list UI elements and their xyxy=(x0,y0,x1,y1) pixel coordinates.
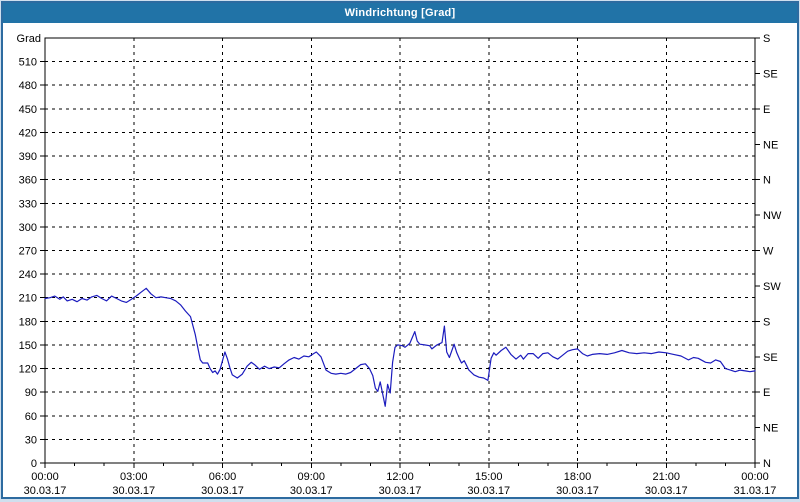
x-time-label: 06:00 xyxy=(209,471,237,483)
window-title: Windrichtung [Grad] xyxy=(344,7,456,19)
y-right-tick-label: W xyxy=(763,246,774,258)
y-right-tick-label: NE xyxy=(763,423,778,435)
y-left-axis-title: Grad xyxy=(17,33,41,45)
x-time-label: 09:00 xyxy=(297,471,325,483)
y-left-tick-label: 240 xyxy=(19,269,37,281)
y-right-tick-label: E xyxy=(763,104,770,116)
x-date-label: 30.03.17 xyxy=(24,485,67,497)
y-right-tick-label: N xyxy=(763,175,771,187)
x-date-label: 30.03.17 xyxy=(201,485,244,497)
y-right-tick-label: S xyxy=(763,316,770,328)
y-left-tick-label: 180 xyxy=(19,316,37,328)
y-right-tick-label: E xyxy=(763,387,770,399)
x-time-label: 18:00 xyxy=(564,471,592,483)
y-left-tick-label: 300 xyxy=(19,222,37,234)
y-left-tick-label: 210 xyxy=(19,293,37,305)
y-left-tick-label: 510 xyxy=(19,57,37,69)
wind-direction-series xyxy=(44,287,756,407)
y-left-tick-label: 450 xyxy=(19,104,37,116)
x-date-label: 30.03.17 xyxy=(112,485,155,497)
y-left-tick-label: 60 xyxy=(25,411,37,423)
y-left-tick-label: 150 xyxy=(19,340,37,352)
y-left-tick-label: 120 xyxy=(19,364,37,376)
y-left-tick-label: 480 xyxy=(19,80,37,92)
y-left-tick-label: 360 xyxy=(19,175,37,187)
y-left-tick-label: 30 xyxy=(25,434,37,446)
y-left-tick-label: 0 xyxy=(31,458,37,470)
x-time-label: 15:00 xyxy=(475,471,503,483)
y-right-tick-label: NE xyxy=(763,139,778,151)
x-date-label: 30.03.17 xyxy=(556,485,599,497)
y-right-tick-label: SE xyxy=(763,68,778,80)
x-time-label: 00:00 xyxy=(741,471,769,483)
y-left-tick-label: 270 xyxy=(19,246,37,258)
y-left-tick-label: 390 xyxy=(19,151,37,163)
x-time-label: 21:00 xyxy=(652,471,680,483)
y-right-tick-label: NW xyxy=(763,210,782,222)
x-date-label: 30.03.17 xyxy=(467,485,510,497)
x-date-label: 30.03.17 xyxy=(379,485,422,497)
x-time-label: 00:00 xyxy=(31,471,59,483)
x-date-label: 30.03.17 xyxy=(645,485,688,497)
window-titlebar: Windrichtung [Grad] xyxy=(3,3,797,23)
x-date-label: 30.03.17 xyxy=(290,485,333,497)
y-left-tick-label: 330 xyxy=(19,198,37,210)
x-time-label: 12:00 xyxy=(386,471,414,483)
wind-direction-chart: 0 30 60 90 120 150 180 210 240 270 300 330 360 390 420… xyxy=(17,33,782,497)
y-right-tick-label: S xyxy=(763,33,770,45)
y-right-tick-label: N xyxy=(763,458,771,470)
y-right-tick-label: SE xyxy=(763,352,778,364)
x-date-label: 31.03.17 xyxy=(734,485,777,497)
y-left-tick-label: 90 xyxy=(25,387,37,399)
y-left-tick-label: 420 xyxy=(19,127,37,139)
chart-area: 0 30 60 90 120 150 180 210 240 270 300 330 360 390 420… xyxy=(3,23,797,497)
x-time-label: 03:00 xyxy=(120,471,148,483)
y-right-tick-label: SW xyxy=(763,281,781,293)
